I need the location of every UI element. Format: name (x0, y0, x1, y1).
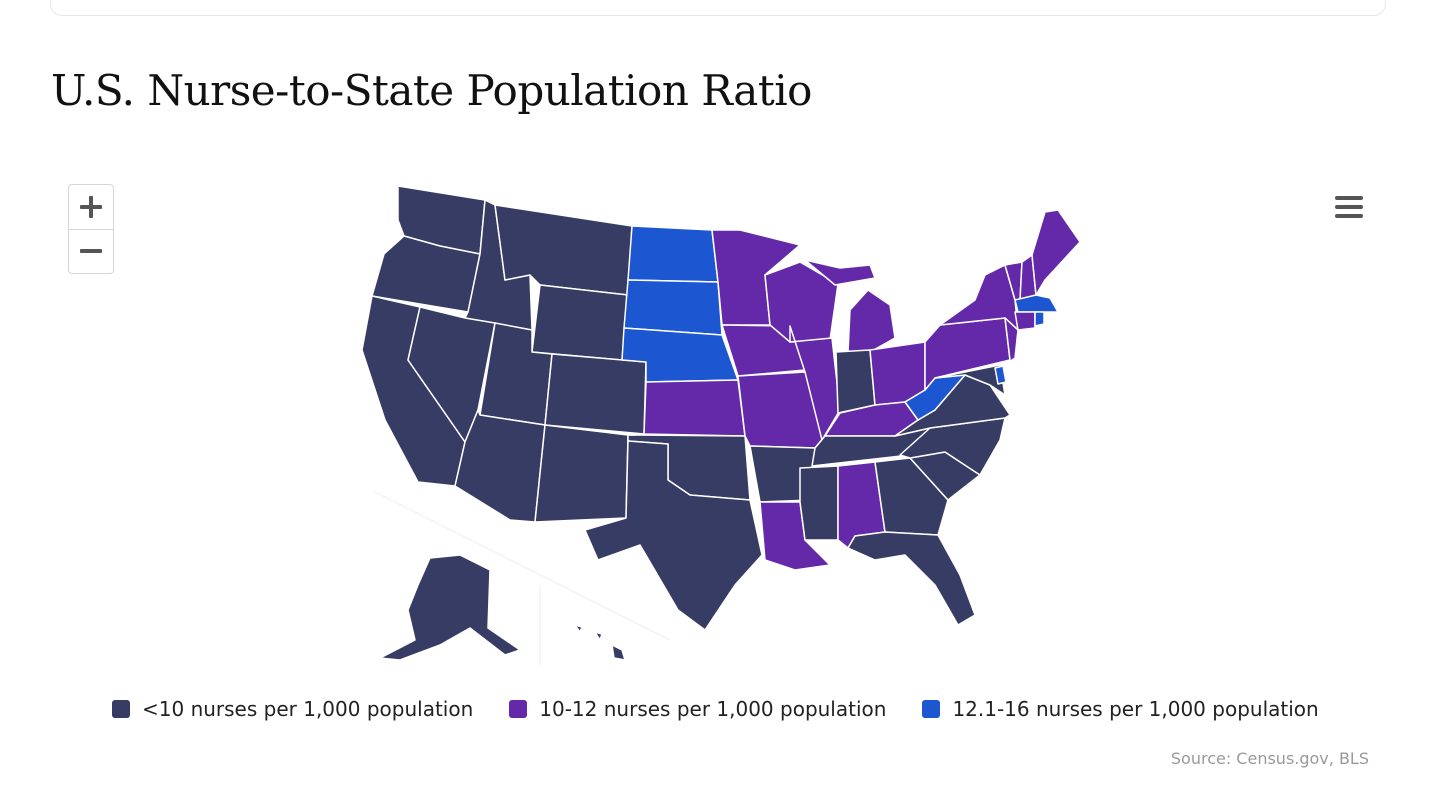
state-ms[interactable] (799, 465, 839, 541)
legend-swatch-mid (509, 700, 528, 718)
state-mi-up[interactable] (804, 259, 876, 286)
state-in[interactable] (835, 349, 876, 414)
state-ak[interactable] (379, 554, 521, 661)
zoom-out-button[interactable] (69, 229, 113, 273)
state-ks[interactable] (643, 379, 746, 437)
state-ri[interactable] (1034, 311, 1045, 327)
state-me[interactable] (1031, 209, 1081, 296)
state-ga[interactable] (874, 457, 949, 536)
inset-divider (374, 491, 671, 641)
plus-icon (80, 196, 102, 218)
state-nd[interactable] (627, 225, 719, 283)
state-co[interactable] (544, 353, 647, 435)
legend: <10 nurses per 1,000 population 10-12 nu… (112, 697, 1319, 721)
source-note: Source: Census.gov, BLS (1170, 749, 1369, 768)
state-nm[interactable] (534, 424, 629, 523)
state-tx[interactable] (584, 440, 763, 631)
state-sd[interactable] (623, 279, 723, 336)
legend-item-mid[interactable]: 10-12 nurses per 1,000 population (509, 697, 886, 721)
legend-swatch-low (112, 700, 130, 718)
zoom-in-button[interactable] (69, 185, 113, 230)
legend-label-mid: 10-12 nurses per 1,000 population (539, 697, 887, 721)
zoom-control (68, 184, 114, 274)
legend-item-low[interactable]: <10 nurses per 1,000 population (112, 697, 473, 721)
hamburger-menu-icon (1335, 196, 1363, 218)
state-mi[interactable] (847, 289, 896, 353)
chart-menu-button[interactable] (1332, 193, 1366, 221)
state-md[interactable] (934, 364, 1006, 396)
legend-swatch-high (922, 700, 941, 718)
state-ct[interactable] (1014, 311, 1036, 331)
minus-icon (80, 249, 102, 253)
state-hi-2[interactable] (594, 631, 603, 641)
state-fl[interactable] (847, 531, 976, 626)
page-title: U.S. Nurse-to-State Population Ratio (51, 66, 812, 115)
legend-label-high: 12.1-16 nurses per 1,000 population (952, 697, 1319, 721)
state-de[interactable] (994, 365, 1007, 385)
legend-item-high[interactable]: 12.1-16 nurses per 1,000 population (922, 697, 1319, 721)
state-wy[interactable] (531, 284, 629, 361)
state-nj[interactable] (1004, 317, 1019, 366)
legend-label-low: <10 nurses per 1,000 population (142, 697, 474, 721)
state-hi-3[interactable] (574, 624, 583, 633)
state-hi[interactable] (611, 644, 626, 661)
